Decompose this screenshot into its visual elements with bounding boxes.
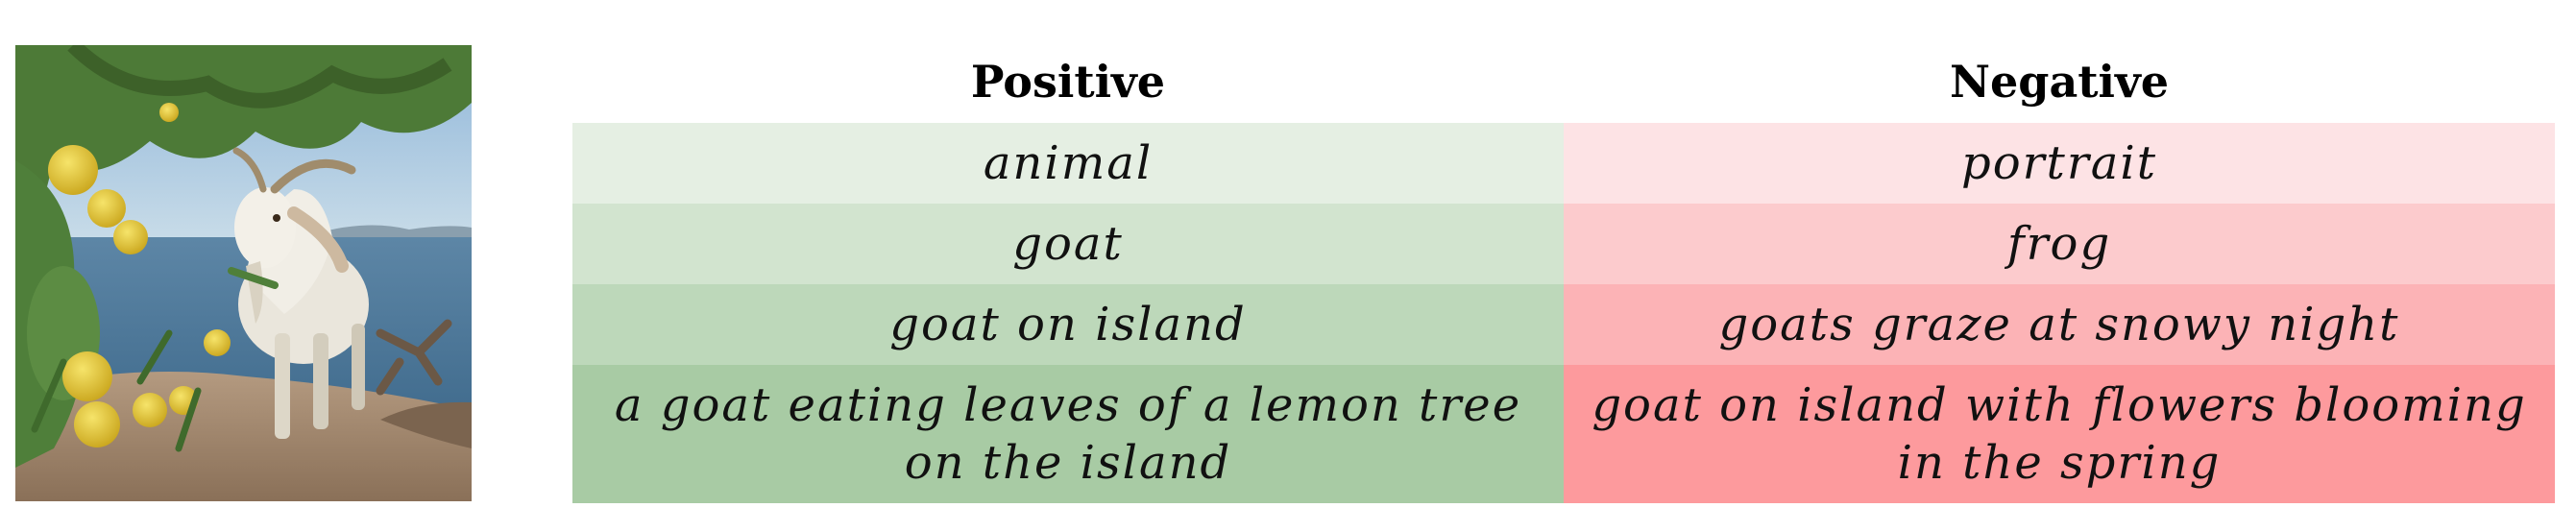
positive-cell: animal — [572, 123, 1564, 204]
negative-cell: portrait — [1564, 123, 2555, 204]
negative-cell: goat on island with flowers blooming in … — [1564, 365, 2555, 503]
positive-cell: goat — [572, 204, 1564, 284]
table-row: goat on island goats graze at snowy nigh… — [572, 284, 2555, 365]
goat-lemon-tree-image — [15, 45, 472, 501]
positive-cell: goat on island — [572, 284, 1564, 365]
negative-column-header: Negative — [1949, 56, 2169, 108]
positive-cell: a goat eating leaves of a lemon tree on … — [572, 365, 1564, 503]
table-header-row: Positive Negative — [572, 40, 2555, 123]
negative-cell: goats graze at snowy night — [1564, 284, 2555, 365]
table-row: goat frog — [572, 204, 2555, 284]
table-row: a goat eating leaves of a lemon tree on … — [572, 365, 2555, 503]
positive-column-header: Positive — [970, 56, 1166, 108]
table-row: animal portrait — [572, 123, 2555, 204]
negative-cell: frog — [1564, 204, 2555, 284]
prompt-comparison-table: Positive Negative animal portrait goat f… — [572, 40, 2555, 503]
goat-photo-illustration — [15, 45, 472, 501]
